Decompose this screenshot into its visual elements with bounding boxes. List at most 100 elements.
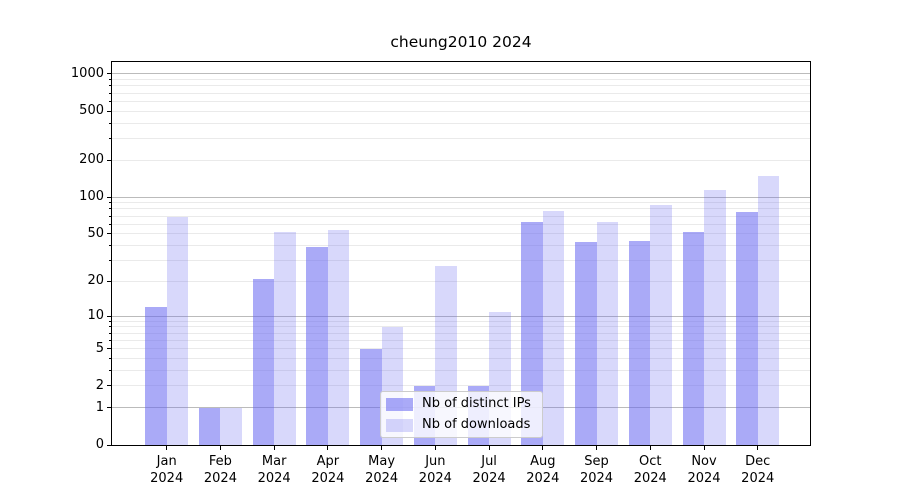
y-tick-mark — [107, 73, 111, 75]
gridline-minor — [112, 85, 810, 87]
x-tick-label: Apr 2024 — [311, 454, 345, 486]
y-tick-mark-minor — [109, 260, 111, 262]
x-tick-mark — [273, 446, 275, 450]
gridline-minor — [112, 245, 810, 247]
x-tick-mark — [542, 446, 544, 450]
bar-downloads-jan — [166, 216, 189, 445]
y-tick-mark — [107, 315, 111, 317]
y-tick-mark-minor — [109, 370, 111, 372]
y-tick-label: 20 — [87, 273, 104, 289]
x-tick-label: Nov 2024 — [687, 454, 721, 486]
gridline-minor — [112, 122, 810, 124]
legend-swatch-downloads — [386, 418, 413, 432]
y-tick-label: 50 — [87, 225, 104, 241]
x-tick-label: Jun 2024 — [418, 454, 452, 486]
y-tick-mark — [107, 407, 111, 409]
gridline-minor — [112, 208, 810, 210]
x-tick-label: Jul 2024 — [472, 454, 506, 486]
y-tick-label: 1 — [95, 399, 104, 415]
y-tick-label: 100 — [79, 189, 104, 205]
gridline-minor — [112, 79, 810, 81]
bar-downloads-feb — [220, 407, 242, 445]
bar-distinct-ips-jan — [145, 307, 167, 445]
bar-distinct-ips-mar — [252, 278, 275, 445]
x-tick-mark — [649, 446, 651, 450]
bar-distinct-ips-apr — [306, 246, 328, 445]
bar-distinct-ips-feb — [198, 407, 221, 445]
gridline-minor — [112, 348, 810, 350]
y-tick-mark-minor — [109, 85, 111, 87]
y-tick-mark-minor — [109, 320, 111, 322]
y-tick-mark-minor — [109, 326, 111, 328]
gridline-minor — [112, 215, 810, 217]
gridline-minor — [112, 92, 810, 94]
bar-downloads-sep — [596, 222, 619, 445]
bar-downloads-apr — [327, 229, 350, 445]
y-tick-label: 500 — [79, 103, 104, 119]
bar-downloads-nov — [704, 190, 726, 445]
y-tick-mark-minor — [109, 358, 111, 360]
x-tick-label: May 2024 — [365, 454, 399, 486]
gridline-minor — [112, 110, 810, 112]
gridline-minor — [112, 326, 810, 328]
gridline-minor — [112, 358, 810, 360]
legend: Nb of distinct IPs Nb of downloads — [380, 391, 543, 438]
y-tick-label: 10 — [87, 308, 104, 324]
x-tick-label: Oct 2024 — [633, 454, 667, 486]
bar-distinct-ips-oct — [628, 240, 651, 445]
legend-label-downloads: Nb of downloads — [422, 417, 531, 432]
y-tick-label: 200 — [79, 152, 104, 168]
bar-downloads-mar — [274, 231, 296, 445]
y-tick-mark-minor — [109, 348, 111, 350]
gridline-minor — [112, 320, 810, 322]
y-tick-label: 1000 — [70, 65, 104, 81]
x-tick-label: Mar 2024 — [257, 454, 291, 486]
bar-distinct-ips-may — [360, 348, 382, 445]
x-tick-mark — [703, 446, 705, 450]
x-tick-mark — [488, 446, 490, 450]
gridline-minor — [112, 137, 810, 139]
y-tick-mark-minor — [109, 202, 111, 204]
gridline-minor — [112, 260, 810, 262]
bar-distinct-ips-sep — [575, 241, 597, 445]
bar-downloads-dec — [757, 175, 780, 445]
bar-downloads-oct — [650, 204, 672, 445]
y-tick-mark-minor — [109, 385, 111, 387]
y-tick-mark — [107, 196, 111, 198]
x-tick-label: Sep 2024 — [579, 454, 614, 486]
x-tick-mark — [596, 446, 598, 450]
bar-distinct-ips-dec — [736, 212, 758, 445]
bar-distinct-ips-nov — [682, 231, 704, 445]
y-tick-mark-minor — [109, 332, 111, 334]
gridline-minor — [112, 100, 810, 102]
x-tick-mark — [327, 446, 329, 450]
legend-row-downloads: Nb of downloads — [386, 416, 542, 434]
x-tick-mark — [381, 446, 383, 450]
y-tick-mark-minor — [109, 233, 111, 235]
gridline-minor — [112, 385, 810, 387]
x-tick-label: Jan 2024 — [150, 454, 184, 486]
gridline-minor — [112, 370, 810, 372]
y-tick-mark-minor — [109, 100, 111, 102]
y-tick-mark — [107, 444, 111, 446]
legend-label-distinct-ips: Nb of distinct IPs — [422, 396, 531, 411]
plot-area: Nb of distinct IPs Nb of downloads — [111, 61, 811, 446]
y-tick-mark-minor — [109, 110, 111, 112]
y-tick-label: 2 — [95, 377, 104, 393]
y-tick-mark-minor — [109, 339, 111, 341]
bar-downloads-aug — [542, 211, 565, 445]
x-tick-mark — [219, 446, 221, 450]
x-tick-label: Feb 2024 — [203, 454, 237, 486]
y-tick-mark-minor — [109, 215, 111, 217]
x-tick-label: Dec 2024 — [741, 454, 775, 486]
x-tick-mark — [166, 446, 168, 450]
chart-title: cheung2010 2024 — [390, 33, 532, 51]
y-tick-mark-minor — [109, 79, 111, 81]
y-tick-mark-minor — [109, 280, 111, 282]
gridline-minor — [112, 223, 810, 225]
gridline-minor — [112, 332, 810, 334]
gridline-minor — [112, 339, 810, 341]
x-tick-mark — [757, 446, 759, 450]
y-tick-mark-minor — [109, 137, 111, 139]
